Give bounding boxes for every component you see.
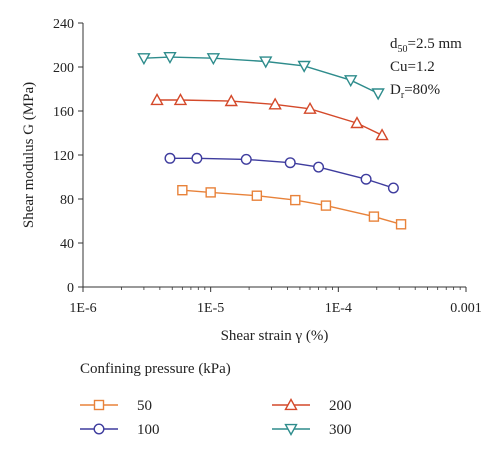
data-point: [206, 53, 221, 66]
series-layer: [137, 52, 407, 230]
data-point: [313, 161, 325, 173]
y-tick-label: 200: [53, 61, 74, 76]
series-line: [143, 56, 379, 95]
axes: 0 40 80 120 160 200 240 1E-6 1E-5 1E-4 0.001 Shear …: [21, 17, 482, 344]
data-point: [163, 52, 177, 65]
legend-marker: [93, 399, 105, 411]
data-point: [259, 56, 273, 69]
data-point: [164, 152, 176, 164]
y-tick-label: 120: [53, 149, 74, 164]
x-tick-label: 0.001: [450, 301, 482, 316]
y-tick-label: 80: [60, 193, 74, 208]
legend: Confining pressure (kPa) 50 100 200 300: [80, 361, 352, 438]
legend-label: 200: [329, 398, 352, 414]
data-point: [371, 88, 385, 101]
data-point: [240, 153, 252, 165]
data-point: [350, 116, 364, 129]
annotation-block: d50=2.5 mm Cu=1.2 Dr=80%: [390, 36, 462, 101]
data-point: [173, 93, 188, 106]
data-point: [375, 128, 389, 141]
legend-label: 50: [137, 398, 152, 414]
legend-item-300: 300: [272, 422, 352, 438]
data-point: [303, 101, 317, 114]
data-point: [387, 182, 399, 194]
x-tick-label: 1E-4: [325, 301, 352, 316]
series-50: [177, 184, 407, 230]
data-point: [395, 219, 407, 230]
data-point: [368, 211, 380, 222]
legend-item-200: 200: [272, 398, 352, 414]
data-point: [290, 194, 301, 206]
data-point: [137, 53, 151, 66]
annotation-text: Dr=80%: [390, 82, 440, 101]
data-point: [284, 157, 296, 169]
data-point: [177, 184, 188, 196]
y-tick-label: 40: [60, 237, 74, 252]
y-axis-label: Shear modulus G (MPa): [21, 82, 37, 228]
data-point: [251, 190, 263, 201]
y-tick-label: 0: [67, 281, 74, 296]
data-point: [344, 75, 358, 88]
legend-item-50: 50: [80, 398, 152, 414]
series-line: [169, 157, 394, 189]
legend-label: 300: [329, 422, 352, 438]
legend-item-100: 100: [80, 422, 160, 438]
data-point: [205, 187, 216, 198]
x-axis-label: Shear strain γ (%): [221, 328, 329, 344]
data-point: [297, 60, 311, 73]
legend-marker: [93, 423, 105, 435]
annotation-text: d50=2.5 mm: [390, 36, 462, 55]
x-tick-label: 1E-5: [197, 301, 224, 316]
data-point: [224, 94, 238, 107]
x-tick-label: 1E-6: [69, 301, 96, 316]
series-line: [157, 99, 383, 136]
y-tick-label: 240: [53, 17, 74, 32]
annotation-text: Cu=1.2: [390, 59, 435, 75]
legend-marker: [284, 423, 298, 436]
y-tick-label: 160: [53, 105, 74, 120]
data-point: [191, 152, 203, 164]
legend-title: Confining pressure (kPa): [80, 361, 231, 377]
data-point: [150, 93, 164, 106]
legend-marker: [284, 398, 298, 411]
data-point: [268, 97, 282, 110]
data-point: [320, 200, 332, 211]
legend-label: 100: [137, 422, 160, 438]
series-100: [164, 152, 399, 194]
series-200: [150, 93, 389, 141]
series-300: [137, 52, 385, 101]
data-point: [360, 173, 372, 185]
